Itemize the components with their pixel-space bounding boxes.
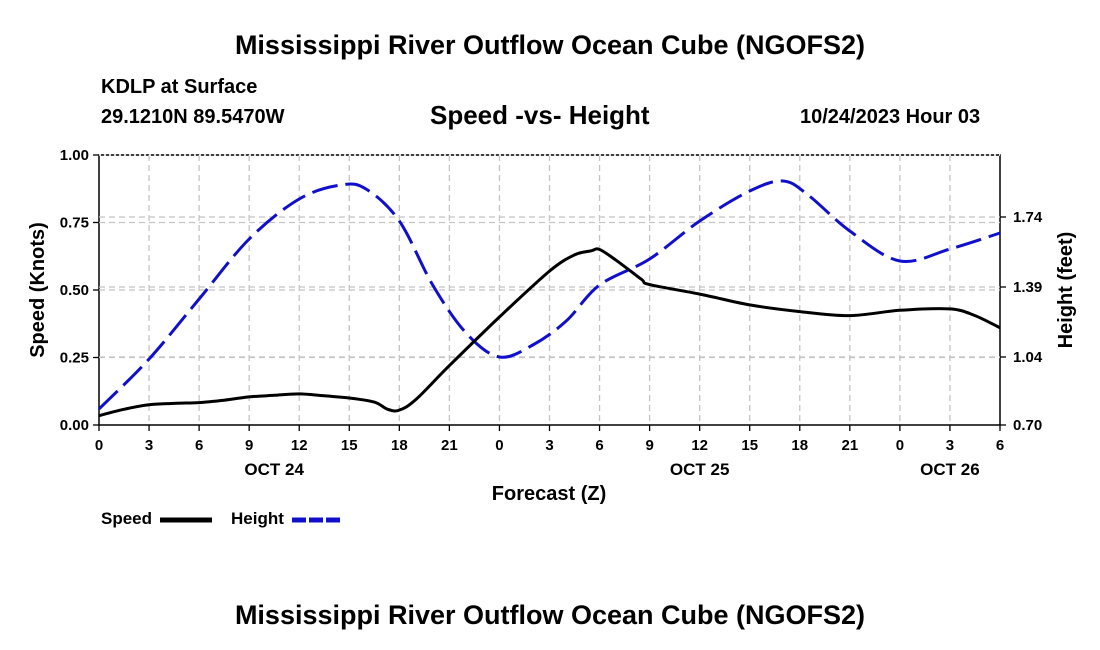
grid — [99, 155, 1000, 425]
x-tick-label: 6 — [595, 437, 603, 454]
y-tick-label-right: 1.39 — [1013, 279, 1042, 296]
x-tick-label: 3 — [145, 437, 153, 454]
x-tick-label: 15 — [741, 437, 758, 454]
page-title: Mississippi River Outflow Ocean Cube (NG… — [234, 30, 866, 60]
x-tick-label: 15 — [341, 437, 358, 454]
date-label: OCT 24 — [244, 460, 304, 479]
y-axis-label-left: Speed (Knots) — [27, 222, 49, 358]
y-tick-label-right: 0.70 — [1013, 417, 1042, 434]
y-tick-label-left: 1.00 — [60, 147, 89, 164]
y-tick-label-left: 0.00 — [60, 417, 89, 434]
x-tick-label: 3 — [545, 437, 553, 454]
axes: 0 3 6 9 12 15 18 21 0 3 6 9 12 15 18 21 0 3 6 0.00 0.25 0.50 0… — [60, 147, 1043, 479]
x-tick-label: 12 — [691, 437, 708, 454]
x-tick-label: 18 — [791, 437, 808, 454]
series-layer — [97, 179, 1001, 418]
station-label: KDLP at Surface — [101, 76, 258, 98]
x-tick-label: 21 — [441, 437, 458, 454]
y-tick-label-left: 0.75 — [60, 215, 89, 232]
y-tick-label-left: 0.25 — [60, 350, 89, 367]
footer-title: Mississippi River Outflow Ocean Cube (NG… — [234, 600, 866, 630]
date-label: OCT 25 — [670, 460, 730, 479]
x-tick-label: 9 — [645, 437, 653, 454]
x-axis-label: Forecast (Z) — [492, 483, 606, 505]
y-tick-label-right: 1.04 — [1013, 349, 1043, 366]
x-tick-label: 18 — [391, 437, 408, 454]
x-tick-label: 6 — [996, 437, 1004, 454]
y-tick-label-right: 1.74 — [1013, 209, 1043, 226]
x-tick-label: 6 — [195, 437, 203, 454]
x-tick-label: 21 — [841, 437, 858, 454]
legend-speed-label: Speed — [101, 509, 153, 528]
station-coordinates: 29.1210N 89.5470W — [101, 106, 285, 128]
y-axis-label-right: Height (feet) — [1055, 232, 1077, 349]
legend-height-label: Height — [231, 509, 284, 528]
series-line-speed — [98, 247, 1001, 418]
y-tick-label-left: 0.50 — [60, 282, 89, 299]
x-tick-label: 3 — [946, 437, 954, 454]
x-tick-label: 0 — [495, 437, 503, 454]
series-line-height — [97, 179, 1001, 411]
x-tick-label: 9 — [245, 437, 253, 454]
chart-title: Speed -vs- Height — [430, 100, 650, 130]
date-label: OCT 26 — [920, 460, 980, 479]
forecast-timestamp: 10/24/2023 Hour 03 — [800, 106, 981, 128]
x-tick-label: 0 — [896, 437, 904, 454]
x-tick-label: 0 — [95, 437, 103, 454]
x-tick-label: 12 — [291, 437, 308, 454]
